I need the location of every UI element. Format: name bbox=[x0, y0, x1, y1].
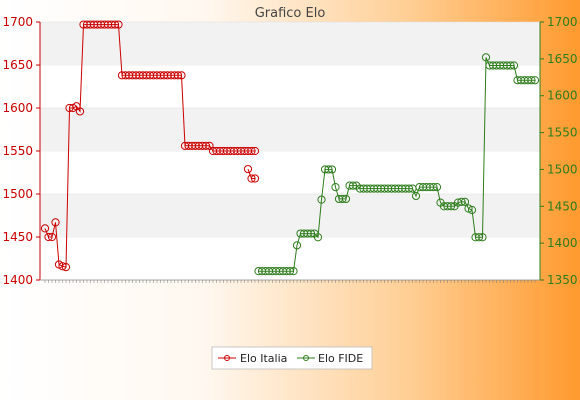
data-point bbox=[341, 194, 351, 204]
data-point bbox=[509, 61, 519, 70]
data-point bbox=[250, 146, 260, 156]
legend-fide-label: Elo FIDE bbox=[318, 352, 363, 365]
left-tick-label: 1700 bbox=[2, 15, 33, 29]
data-point bbox=[250, 174, 260, 183]
data-point bbox=[75, 107, 85, 116]
data-point bbox=[338, 194, 347, 204]
right-tick-label: 1500 bbox=[547, 162, 578, 176]
left-tick-label: 1600 bbox=[2, 101, 33, 115]
right-axis: 1350 1400 1450 1500 1550 1600 1650 1700 bbox=[539, 15, 578, 287]
data-point bbox=[61, 263, 71, 272]
data-point bbox=[44, 232, 53, 242]
data-point bbox=[506, 61, 515, 70]
data-point bbox=[177, 71, 186, 80]
data-point bbox=[474, 233, 484, 242]
legend: Elo Italia Elo FIDE bbox=[211, 346, 373, 370]
data-point bbox=[530, 76, 540, 85]
data-point bbox=[348, 181, 358, 190]
left-tick-label: 1400 bbox=[2, 273, 33, 287]
right-tick-label: 1650 bbox=[547, 52, 578, 66]
data-point bbox=[47, 232, 57, 242]
data-point bbox=[324, 165, 333, 174]
data-point bbox=[429, 183, 438, 192]
data-point bbox=[481, 53, 491, 62]
data-point bbox=[317, 195, 326, 204]
data-point bbox=[313, 233, 323, 242]
data-point bbox=[243, 164, 253, 174]
data-point bbox=[527, 76, 536, 85]
series-layer bbox=[40, 20, 540, 276]
data-point bbox=[411, 191, 421, 201]
right-tick-label: 1550 bbox=[547, 126, 578, 140]
left-tick-label: 1550 bbox=[2, 144, 33, 158]
data-point bbox=[58, 262, 67, 271]
data-point bbox=[306, 229, 316, 238]
data-point bbox=[285, 267, 295, 276]
right-tick-label: 1400 bbox=[547, 236, 578, 250]
right-tick-label: 1700 bbox=[547, 15, 578, 29]
left-tick-label: 1450 bbox=[2, 230, 33, 244]
data-point bbox=[478, 233, 487, 242]
legend-fide-marker bbox=[303, 355, 309, 361]
data-point bbox=[201, 141, 211, 150]
data-point bbox=[467, 205, 477, 215]
data-point bbox=[289, 267, 298, 276]
data-point bbox=[460, 197, 470, 206]
plot-background bbox=[40, 21, 540, 280]
data-point bbox=[457, 197, 466, 206]
right-tick-label: 1600 bbox=[547, 89, 578, 103]
data-point bbox=[110, 20, 120, 29]
chart-title: Grafico Elo bbox=[255, 6, 326, 21]
data-point bbox=[446, 202, 456, 211]
data-point bbox=[114, 20, 123, 29]
data-point bbox=[173, 71, 183, 80]
right-tick-label: 1350 bbox=[547, 273, 578, 287]
data-point bbox=[247, 174, 256, 183]
grid-band bbox=[40, 108, 540, 151]
left-tick-label: 1500 bbox=[2, 187, 33, 201]
data-point bbox=[51, 218, 60, 227]
data-point bbox=[292, 241, 302, 250]
grid-band bbox=[40, 194, 540, 237]
data-point bbox=[404, 184, 414, 193]
grid-band bbox=[40, 22, 540, 65]
data-point bbox=[247, 146, 256, 156]
left-axis: 1400 1450 1500 1550 1600 1650 1700 bbox=[2, 15, 41, 287]
left-tick-label: 1650 bbox=[2, 58, 33, 72]
data-point bbox=[331, 183, 340, 192]
data-point bbox=[432, 183, 442, 192]
legend-italia-marker bbox=[224, 355, 230, 361]
data-point bbox=[327, 165, 337, 174]
x-axis bbox=[40, 279, 540, 283]
right-tick-label: 1450 bbox=[547, 199, 578, 213]
data-point bbox=[40, 224, 50, 233]
legend-italia-label: Elo Italia bbox=[240, 352, 287, 365]
